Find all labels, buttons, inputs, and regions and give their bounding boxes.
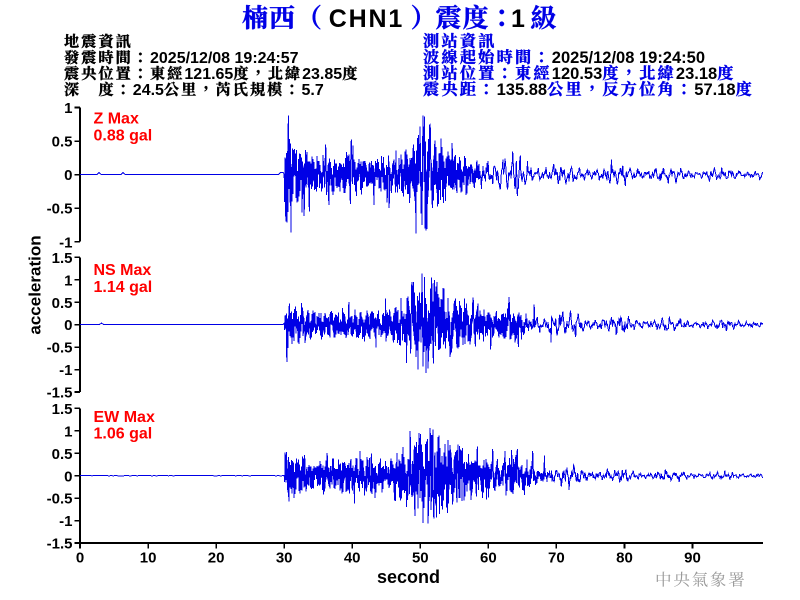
svg-text:1: 1 [64, 423, 72, 440]
svg-text:second: second [377, 567, 440, 587]
svg-text:23.18: 23.18 [676, 65, 717, 83]
svg-text:-1: -1 [59, 362, 72, 379]
svg-text:2025/12/08 19:24:57: 2025/12/08 19:24:57 [150, 50, 299, 67]
svg-text:1.14 gal: 1.14 gal [94, 279, 153, 296]
svg-text:121.65: 121.65 [184, 66, 233, 83]
svg-text:1.5: 1.5 [52, 401, 73, 418]
svg-text:5.7: 5.7 [302, 82, 324, 99]
svg-text:50: 50 [412, 550, 429, 567]
svg-text:0.5: 0.5 [52, 134, 73, 151]
svg-text:1.06 gal: 1.06 gal [94, 426, 153, 443]
svg-text:0.5: 0.5 [52, 446, 73, 463]
svg-text:30: 30 [276, 550, 293, 567]
svg-text:23.85: 23.85 [302, 66, 342, 83]
svg-text:0: 0 [64, 167, 72, 184]
svg-text:EW Max: EW Max [94, 409, 155, 426]
svg-text:-0.5: -0.5 [47, 340, 73, 357]
svg-text:57.18: 57.18 [694, 81, 735, 99]
svg-text:20: 20 [208, 550, 225, 567]
svg-text:0: 0 [64, 468, 72, 485]
svg-text:60: 60 [480, 550, 497, 567]
svg-text:1: 1 [511, 5, 525, 33]
svg-text:-0.5: -0.5 [47, 201, 73, 218]
svg-text:-1.5: -1.5 [47, 385, 73, 402]
svg-text:0: 0 [76, 550, 84, 567]
svg-text:0.5: 0.5 [52, 295, 73, 312]
svg-text:10: 10 [140, 550, 157, 567]
svg-text:NS Max: NS Max [94, 262, 152, 279]
svg-text:-1: -1 [59, 234, 72, 251]
svg-text:0: 0 [64, 317, 72, 334]
svg-text:1: 1 [64, 100, 72, 117]
svg-text:1.5: 1.5 [52, 250, 73, 267]
svg-text:acceleration: acceleration [26, 235, 45, 334]
svg-text:-0.5: -0.5 [47, 491, 73, 508]
svg-text:2025/12/08 19:24:50: 2025/12/08 19:24:50 [552, 49, 705, 67]
svg-text:70: 70 [548, 550, 565, 567]
svg-text:24.5: 24.5 [133, 82, 164, 99]
svg-text:40: 40 [344, 550, 361, 567]
svg-text:Z Max: Z Max [94, 111, 139, 128]
svg-text:-1: -1 [59, 513, 72, 530]
svg-text:135.88: 135.88 [497, 81, 547, 99]
svg-text:1: 1 [64, 272, 72, 289]
svg-text:0.88 gal: 0.88 gal [94, 127, 153, 144]
svg-text:-1.5: -1.5 [47, 536, 73, 553]
svg-text:90: 90 [684, 550, 701, 567]
svg-text:120.53: 120.53 [552, 65, 602, 83]
svg-text:CHN1: CHN1 [329, 5, 404, 33]
svg-text:80: 80 [616, 550, 633, 567]
